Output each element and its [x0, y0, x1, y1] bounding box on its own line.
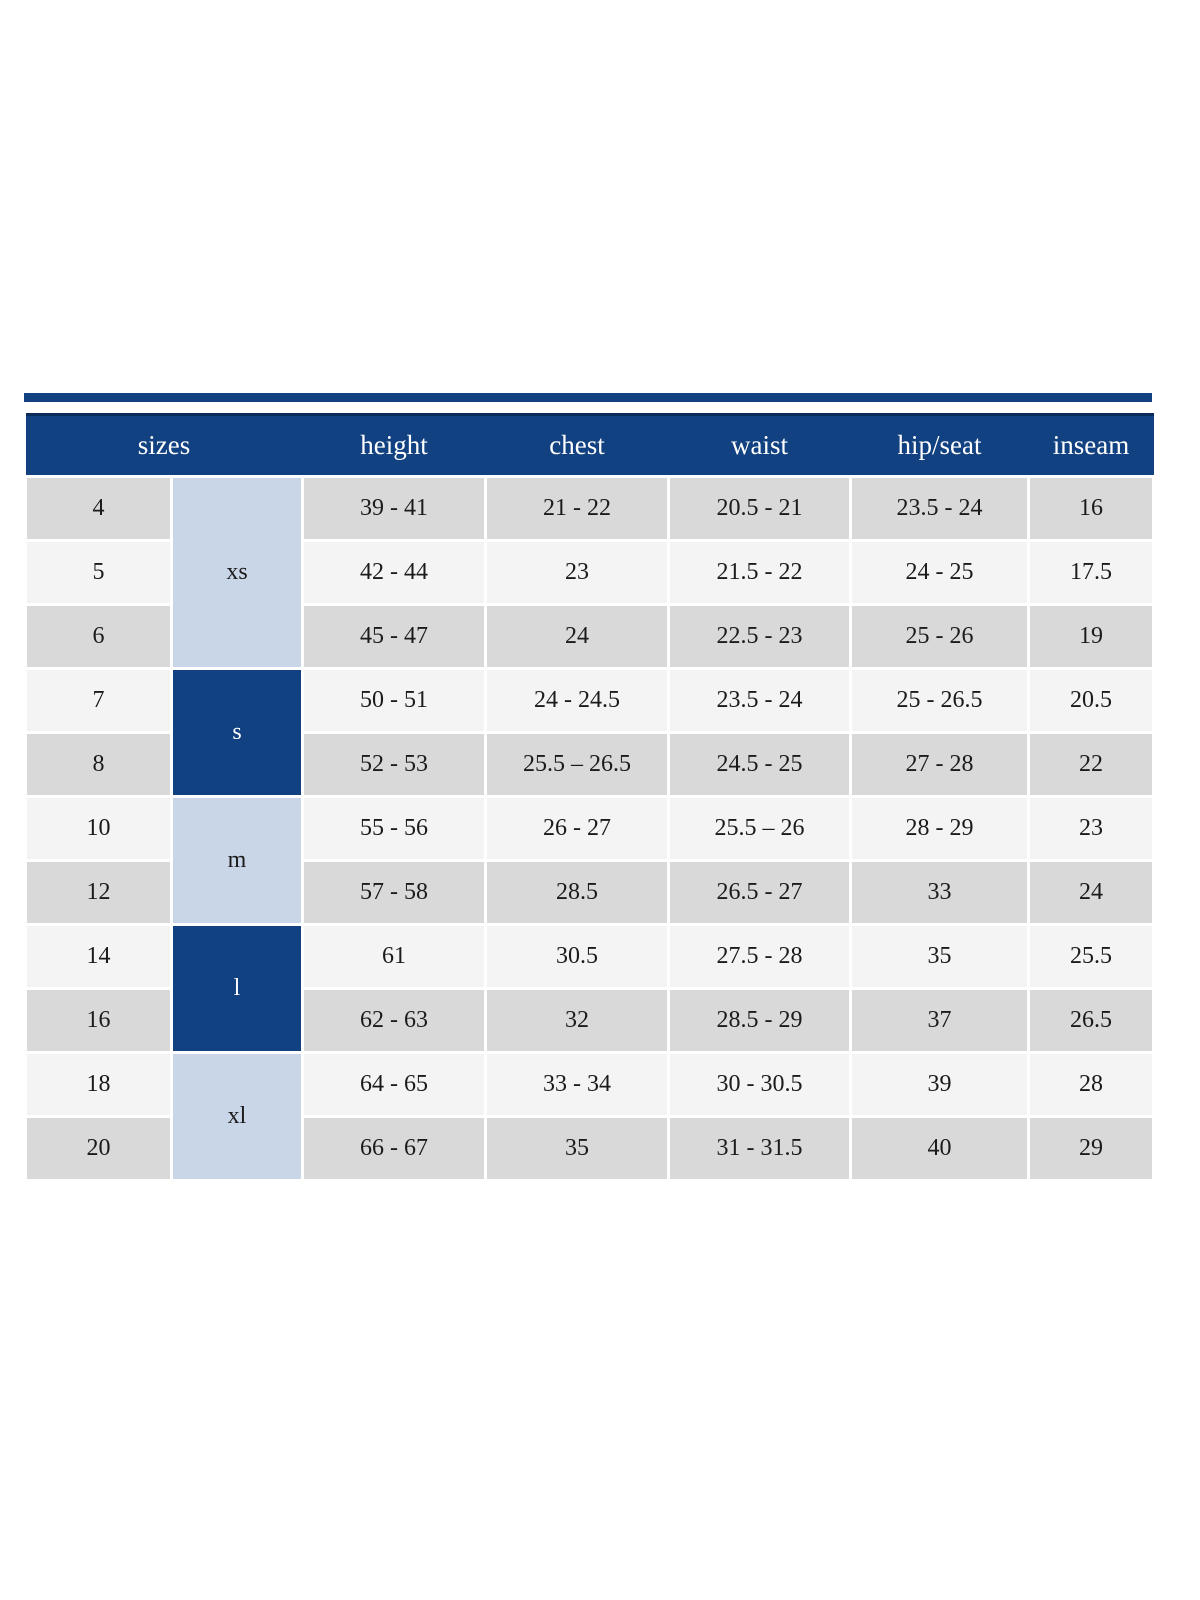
header-row: sizes height chest waist hip/seat inseam	[25, 413, 1154, 478]
hip-seat-cell: 35	[849, 923, 1031, 990]
waist-cell: 25.5 – 26	[667, 795, 853, 862]
inseam-cell: 22	[1027, 731, 1156, 798]
table-row: 7 s 50 - 51 24 - 24.5 23.5 - 24 25 - 26.…	[24, 667, 1156, 798]
inseam-cell: 25.5	[1027, 923, 1156, 990]
inseam-cell: 16	[1027, 475, 1156, 542]
height-cell: 42 - 44	[301, 539, 488, 606]
height-cell: 57 - 58	[301, 859, 488, 926]
chest-cell: 24	[484, 603, 671, 670]
height-cell: 61	[301, 923, 488, 990]
height-cell: 62 - 63	[301, 987, 488, 1054]
waist-cell: 28.5 - 29	[667, 987, 853, 1054]
chest-cell: 28.5	[484, 859, 671, 926]
table-row: 12 57 - 58 28.5 26.5 - 27 33 24	[24, 859, 1156, 926]
size-cell: 7	[24, 667, 173, 734]
size-chart-table: sizes height chest waist hip/seat inseam…	[24, 413, 1156, 1182]
hip-seat-cell: 23.5 - 24	[849, 475, 1031, 542]
inseam-cell: 17.5	[1027, 539, 1156, 606]
waist-cell: 20.5 - 21	[667, 475, 853, 542]
size-cell: 16	[24, 987, 173, 1054]
chest-cell: 30.5	[484, 923, 671, 990]
table-row: 18 xl 64 - 65 33 - 34 30 - 30.5 39 28	[24, 1051, 1156, 1182]
waist-cell: 24.5 - 25	[667, 731, 853, 798]
table-row: 5 42 - 44 23 21.5 - 22 24 - 25 17.5	[24, 539, 1156, 606]
header-hip-seat: hip/seat	[850, 413, 1029, 478]
inseam-cell: 24	[1027, 859, 1156, 926]
height-cell: 52 - 53	[301, 731, 488, 798]
waist-cell: 30 - 30.5	[667, 1051, 853, 1118]
waist-cell: 31 - 31.5	[667, 1115, 853, 1182]
height-cell: 50 - 51	[301, 667, 488, 734]
table-row: 10 m 55 - 56 26 - 27 25.5 – 26 28 - 29 2…	[24, 795, 1156, 926]
inseam-cell: 28	[1027, 1051, 1156, 1118]
chest-cell: 25.5 – 26.5	[484, 731, 671, 798]
waist-cell: 27.5 - 28	[667, 923, 853, 990]
inseam-cell: 26.5	[1027, 987, 1156, 1054]
size-cell: 4	[24, 475, 173, 542]
table-row: 4 xs 39 - 41 21 - 22 20.5 - 21 23.5 - 24…	[24, 475, 1156, 670]
table-row: 6 45 - 47 24 22.5 - 23 25 - 26 19	[24, 603, 1156, 670]
size-cell: 10	[24, 795, 173, 862]
hip-seat-cell: 24 - 25	[849, 539, 1031, 606]
hip-seat-cell: 33	[849, 859, 1031, 926]
chest-cell: 24 - 24.5	[484, 667, 671, 734]
chest-cell: 23	[484, 539, 671, 606]
height-cell: 39 - 41	[301, 475, 488, 542]
chest-cell: 21 - 22	[484, 475, 671, 542]
height-cell: 45 - 47	[301, 603, 488, 670]
size-cell: 6	[24, 603, 173, 670]
inseam-cell: 19	[1027, 603, 1156, 670]
hip-seat-cell: 40	[849, 1115, 1031, 1182]
height-cell: 55 - 56	[301, 795, 488, 862]
waist-cell: 23.5 - 24	[667, 667, 853, 734]
group-cell-s: s	[169, 667, 305, 798]
size-cell: 18	[24, 1051, 173, 1118]
waist-cell: 21.5 - 22	[667, 539, 853, 606]
inseam-cell: 29	[1027, 1115, 1156, 1182]
hip-seat-cell: 25 - 26.5	[849, 667, 1031, 734]
height-cell: 64 - 65	[301, 1051, 488, 1118]
hip-seat-cell: 28 - 29	[849, 795, 1031, 862]
size-cell: 14	[24, 923, 173, 990]
header-chest: chest	[485, 413, 669, 478]
group-cell-xs: xs	[169, 475, 305, 670]
hip-seat-cell: 37	[849, 987, 1031, 1054]
hip-seat-cell: 27 - 28	[849, 731, 1031, 798]
table-row: 8 52 - 53 25.5 – 26.5 24.5 - 25 27 - 28 …	[24, 731, 1156, 798]
hip-seat-cell: 25 - 26	[849, 603, 1031, 670]
header-inseam: inseam	[1028, 413, 1154, 478]
table-row: 14 l 61 30.5 27.5 - 28 35 25.5	[24, 923, 1156, 1054]
waist-cell: 22.5 - 23	[667, 603, 853, 670]
inseam-cell: 20.5	[1027, 667, 1156, 734]
inseam-cell: 23	[1027, 795, 1156, 862]
waist-cell: 26.5 - 27	[667, 859, 853, 926]
size-cell: 12	[24, 859, 173, 926]
header-waist: waist	[668, 413, 851, 478]
size-cell: 8	[24, 731, 173, 798]
header-sizes: sizes	[25, 413, 303, 478]
header-height: height	[302, 413, 486, 478]
group-cell-m: m	[169, 795, 305, 926]
hip-seat-cell: 39	[849, 1051, 1031, 1118]
group-cell-xl: xl	[169, 1051, 305, 1182]
size-cell: 5	[24, 539, 173, 606]
table-row: 20 66 - 67 35 31 - 31.5 40 29	[24, 1115, 1156, 1182]
decorative-top-strip	[24, 393, 1152, 402]
chest-cell: 32	[484, 987, 671, 1054]
size-cell: 20	[24, 1115, 173, 1182]
chest-cell: 26 - 27	[484, 795, 671, 862]
height-cell: 66 - 67	[301, 1115, 488, 1182]
group-cell-l: l	[169, 923, 305, 1054]
chest-cell: 35	[484, 1115, 671, 1182]
table-row: 16 62 - 63 32 28.5 - 29 37 26.5	[24, 987, 1156, 1054]
chest-cell: 33 - 34	[484, 1051, 671, 1118]
